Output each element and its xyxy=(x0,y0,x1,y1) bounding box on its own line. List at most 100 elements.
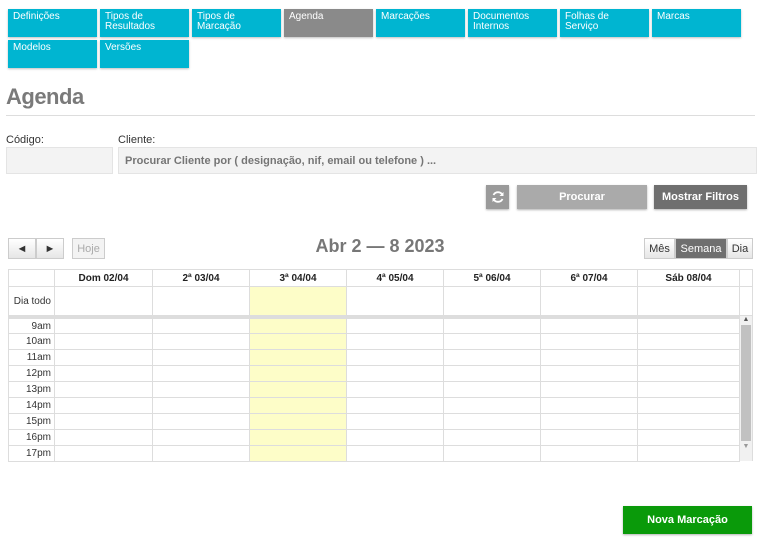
time-slot[interactable] xyxy=(54,413,153,430)
nav-documentos-internos[interactable]: Documentos Internos xyxy=(468,9,557,37)
time-slot[interactable] xyxy=(346,365,444,382)
hour-row: 12pm xyxy=(8,365,740,382)
time-slot[interactable] xyxy=(637,333,740,350)
nav-versões[interactable]: Versões xyxy=(100,40,189,68)
time-slot[interactable] xyxy=(152,381,250,398)
time-slot[interactable] xyxy=(540,397,638,414)
time-slot[interactable] xyxy=(54,381,153,398)
time-slot[interactable] xyxy=(249,349,347,366)
time-slot[interactable] xyxy=(637,317,740,334)
hour-row: 10am xyxy=(8,333,740,350)
nav-agenda[interactable]: Agenda xyxy=(284,9,373,37)
view-week-button[interactable]: Semana xyxy=(675,238,727,259)
nav-modelos[interactable]: Modelos xyxy=(8,40,97,68)
day-header: 2ª 03/04 xyxy=(152,269,250,287)
time-slot[interactable] xyxy=(54,333,153,350)
scrollbar[interactable]: ▲ ▼ xyxy=(740,316,753,461)
time-slot[interactable] xyxy=(152,445,250,462)
hour-label: 17pm xyxy=(8,445,55,462)
divider xyxy=(6,115,755,116)
nav-folhas-de-serviço[interactable]: Folhas de Serviço xyxy=(560,9,649,37)
time-slot[interactable] xyxy=(249,333,347,350)
time-slot[interactable] xyxy=(346,429,444,446)
all-day-cell[interactable] xyxy=(249,286,347,316)
time-slot[interactable] xyxy=(637,381,740,398)
time-slot[interactable] xyxy=(443,317,541,334)
time-slot[interactable] xyxy=(346,413,444,430)
time-slot[interactable] xyxy=(152,349,250,366)
time-slot[interactable] xyxy=(152,365,250,382)
all-day-cell[interactable] xyxy=(54,286,153,316)
time-slot[interactable] xyxy=(443,333,541,350)
all-day-cell[interactable] xyxy=(637,286,740,316)
time-slot[interactable] xyxy=(249,445,347,462)
time-slot[interactable] xyxy=(346,397,444,414)
time-slot[interactable] xyxy=(54,445,153,462)
time-slot[interactable] xyxy=(346,333,444,350)
all-day-cell[interactable] xyxy=(443,286,541,316)
codigo-input[interactable] xyxy=(6,147,113,174)
new-appointment-button[interactable]: Nova Marcação xyxy=(623,506,752,534)
show-filters-button[interactable]: Mostrar Filtros xyxy=(654,185,747,209)
time-slot[interactable] xyxy=(443,429,541,446)
nav-marcas[interactable]: Marcas xyxy=(652,9,741,37)
hour-row: 9am xyxy=(8,317,740,334)
time-slot[interactable] xyxy=(346,381,444,398)
refresh-button[interactable] xyxy=(486,185,509,209)
day-header-row: Dom 02/04 2ª 03/04 3ª 04/04 4ª 05/04 5ª 06/0… xyxy=(8,269,753,287)
time-slot[interactable] xyxy=(54,317,153,334)
time-slot[interactable] xyxy=(249,381,347,398)
time-slot[interactable] xyxy=(540,317,638,334)
view-month-button[interactable]: Mês xyxy=(644,238,675,259)
time-slot[interactable] xyxy=(540,365,638,382)
today-button[interactable]: Hoje xyxy=(72,238,105,259)
time-slot[interactable] xyxy=(152,429,250,446)
time-slot[interactable] xyxy=(540,429,638,446)
time-slot[interactable] xyxy=(54,429,153,446)
next-week-button[interactable]: ► xyxy=(36,238,64,259)
time-slot[interactable] xyxy=(443,397,541,414)
view-day-button[interactable]: Dia xyxy=(727,238,753,259)
all-day-cell[interactable] xyxy=(540,286,638,316)
search-button[interactable]: Procurar xyxy=(517,185,647,209)
time-slot[interactable] xyxy=(249,413,347,430)
nav-tipos-de-resultados[interactable]: Tipos de Resultados xyxy=(100,9,189,37)
time-slot[interactable] xyxy=(54,365,153,382)
time-slot[interactable] xyxy=(637,445,740,462)
time-slot[interactable] xyxy=(54,397,153,414)
time-slot[interactable] xyxy=(346,445,444,462)
time-slot[interactable] xyxy=(637,365,740,382)
time-slot[interactable] xyxy=(249,397,347,414)
time-slot[interactable] xyxy=(346,349,444,366)
time-slot[interactable] xyxy=(637,429,740,446)
all-day-cell[interactable] xyxy=(152,286,250,316)
nav-marcações[interactable]: Marcações xyxy=(376,9,465,37)
time-slot[interactable] xyxy=(249,429,347,446)
time-slot[interactable] xyxy=(540,413,638,430)
time-slot[interactable] xyxy=(346,317,444,334)
time-slot[interactable] xyxy=(152,413,250,430)
time-slot[interactable] xyxy=(540,381,638,398)
time-slot[interactable] xyxy=(152,317,250,334)
time-slot[interactable] xyxy=(443,445,541,462)
time-slot[interactable] xyxy=(443,381,541,398)
time-slot[interactable] xyxy=(54,349,153,366)
time-slot[interactable] xyxy=(540,349,638,366)
time-slot[interactable] xyxy=(249,365,347,382)
time-slot[interactable] xyxy=(637,413,740,430)
prev-week-button[interactable]: ◄ xyxy=(8,238,36,259)
time-slot[interactable] xyxy=(152,333,250,350)
nav-definições[interactable]: Definições xyxy=(8,9,97,37)
time-slot[interactable] xyxy=(443,365,541,382)
cliente-search-input[interactable] xyxy=(118,147,757,174)
time-slot[interactable] xyxy=(540,445,638,462)
time-slot[interactable] xyxy=(443,349,541,366)
time-slot[interactable] xyxy=(637,349,740,366)
all-day-cell[interactable] xyxy=(346,286,444,316)
time-slot[interactable] xyxy=(152,397,250,414)
time-slot[interactable] xyxy=(637,397,740,414)
time-slot[interactable] xyxy=(443,413,541,430)
time-slot[interactable] xyxy=(540,333,638,350)
nav-tipos-de-marcação[interactable]: Tipos de Marcação xyxy=(192,9,281,37)
time-slot[interactable] xyxy=(249,317,347,334)
